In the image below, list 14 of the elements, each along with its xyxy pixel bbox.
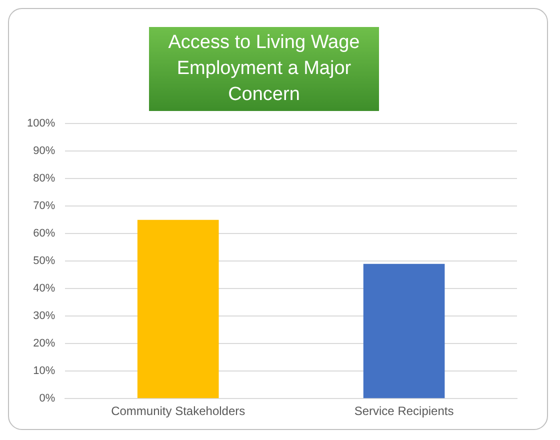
chart-title: Access to Living Wage Employment a Major Concern bbox=[149, 27, 379, 111]
y-tick-label: 40% bbox=[33, 282, 56, 295]
y-tick-label: 20% bbox=[33, 338, 56, 350]
y-tick-label: 70% bbox=[33, 200, 56, 212]
x-tick-label: Community Stakeholders bbox=[111, 404, 246, 418]
y-tick-label: 60% bbox=[33, 228, 56, 240]
y-tick-label: 0% bbox=[39, 392, 56, 405]
y-tick-label: 100% bbox=[26, 118, 56, 130]
y-tick-label: 10% bbox=[33, 365, 56, 378]
y-tick-label: 30% bbox=[33, 310, 56, 322]
x-tick-label: Service Recipients bbox=[354, 404, 454, 418]
y-tick-label: 50% bbox=[33, 255, 56, 268]
y-tick-label: 90% bbox=[33, 145, 56, 158]
y-tick-label: 80% bbox=[33, 172, 56, 185]
